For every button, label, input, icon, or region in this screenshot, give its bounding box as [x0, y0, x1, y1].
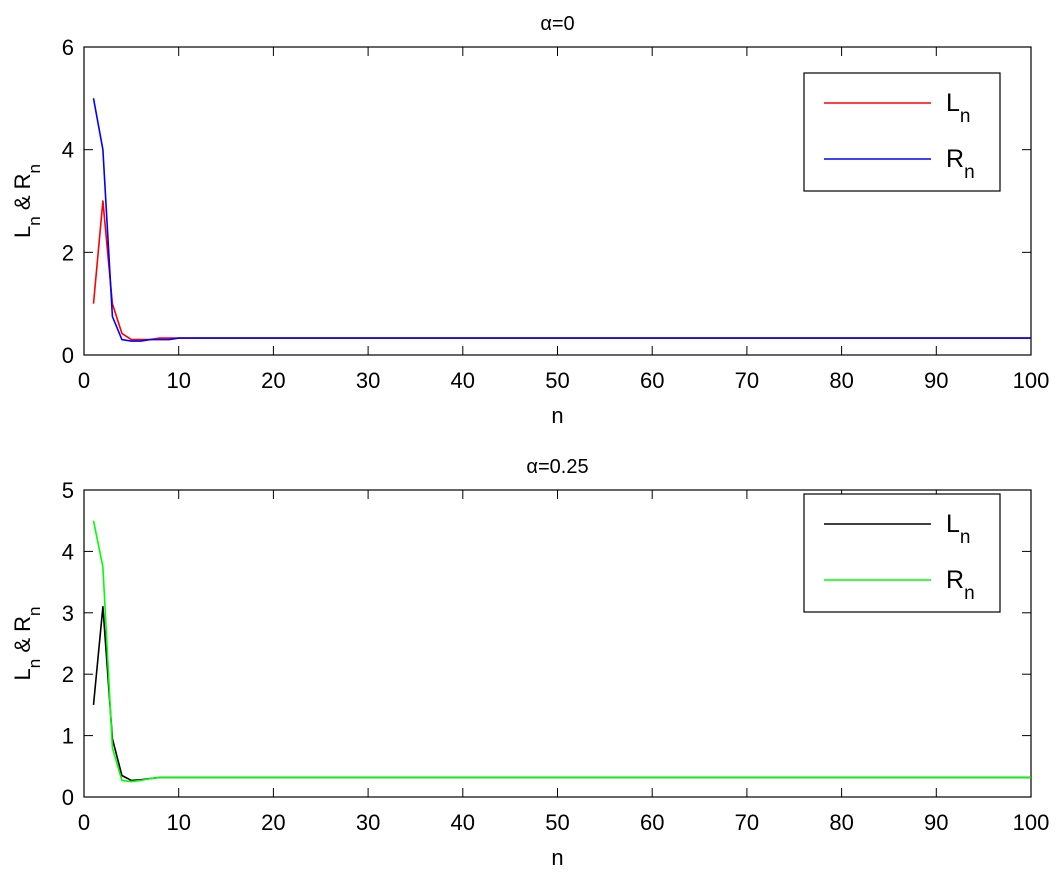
- x-tick-label: 40: [451, 368, 475, 393]
- x-tick-label: 90: [924, 810, 948, 835]
- x-tick-label: 10: [166, 368, 190, 393]
- x-axis-label: n: [551, 403, 563, 428]
- x-tick-label: 100: [1013, 810, 1050, 835]
- legend-box: [803, 493, 1001, 613]
- y-tick-label: 5: [62, 478, 74, 503]
- x-tick-label: 0: [78, 810, 90, 835]
- x-tick-label: 30: [356, 810, 380, 835]
- x-tick-label: 20: [261, 368, 285, 393]
- legend-label: Rn: [946, 566, 975, 604]
- series-line-ln: [92, 605, 1031, 782]
- y-tick-label: 3: [62, 601, 74, 626]
- chart-panel-2: α=0.25 0 10 20 30 40 50 60 70 80 90 100 0 1 2 3 4 5 n Ln & …: [10, 456, 1049, 870]
- x-tick-label: 80: [829, 810, 853, 835]
- y-tick-label: 1: [62, 724, 74, 749]
- x-tick-label: 60: [640, 810, 664, 835]
- series-line-ln: [92, 200, 1031, 341]
- chart-title: α=0: [540, 13, 574, 35]
- legend-label: Ln: [946, 510, 970, 548]
- chart-panel-1: α=0 0 10 20 30 40 50 60 70 80 90 100 0 2 4 6 n Ln & Rn Ln R…: [10, 13, 1049, 428]
- series-line-rn: [92, 520, 1031, 783]
- x-tick-label: 50: [545, 810, 569, 835]
- x-tick-label: 30: [356, 368, 380, 393]
- legend-box: [803, 72, 1001, 192]
- x-tick-label: 50: [545, 368, 569, 393]
- y-tick-label: 4: [62, 539, 74, 564]
- x-tick-label: 70: [735, 368, 759, 393]
- legend-label: Rn: [946, 145, 975, 183]
- x-tick-label: 90: [924, 368, 948, 393]
- chart-title: α=0.25: [526, 456, 588, 478]
- x-tick-label: 80: [829, 368, 853, 393]
- y-tick-label: 4: [62, 138, 74, 163]
- legend: Ln Rn: [803, 72, 1001, 192]
- y-tick-label: 2: [62, 240, 74, 265]
- x-axis-label: n: [551, 845, 563, 870]
- x-tick-label: 0: [78, 368, 90, 393]
- y-tick-label: 0: [62, 785, 74, 810]
- x-tick-label: 40: [451, 810, 475, 835]
- x-tick-label: 100: [1013, 368, 1050, 393]
- x-tick-label: 60: [640, 368, 664, 393]
- y-axis-label: Ln & Rn: [10, 164, 44, 238]
- y-tick-label: 2: [62, 662, 74, 687]
- legend-label: Ln: [946, 89, 970, 127]
- x-tick-label: 10: [166, 810, 190, 835]
- legend: Ln Rn: [803, 493, 1001, 613]
- x-tick-label: 70: [735, 810, 759, 835]
- y-tick-label: 0: [62, 343, 74, 368]
- y-tick-label: 6: [62, 35, 74, 60]
- series-line-rn: [92, 98, 1031, 342]
- y-axis-label: Ln & Rn: [10, 607, 44, 681]
- x-tick-label: 20: [261, 810, 285, 835]
